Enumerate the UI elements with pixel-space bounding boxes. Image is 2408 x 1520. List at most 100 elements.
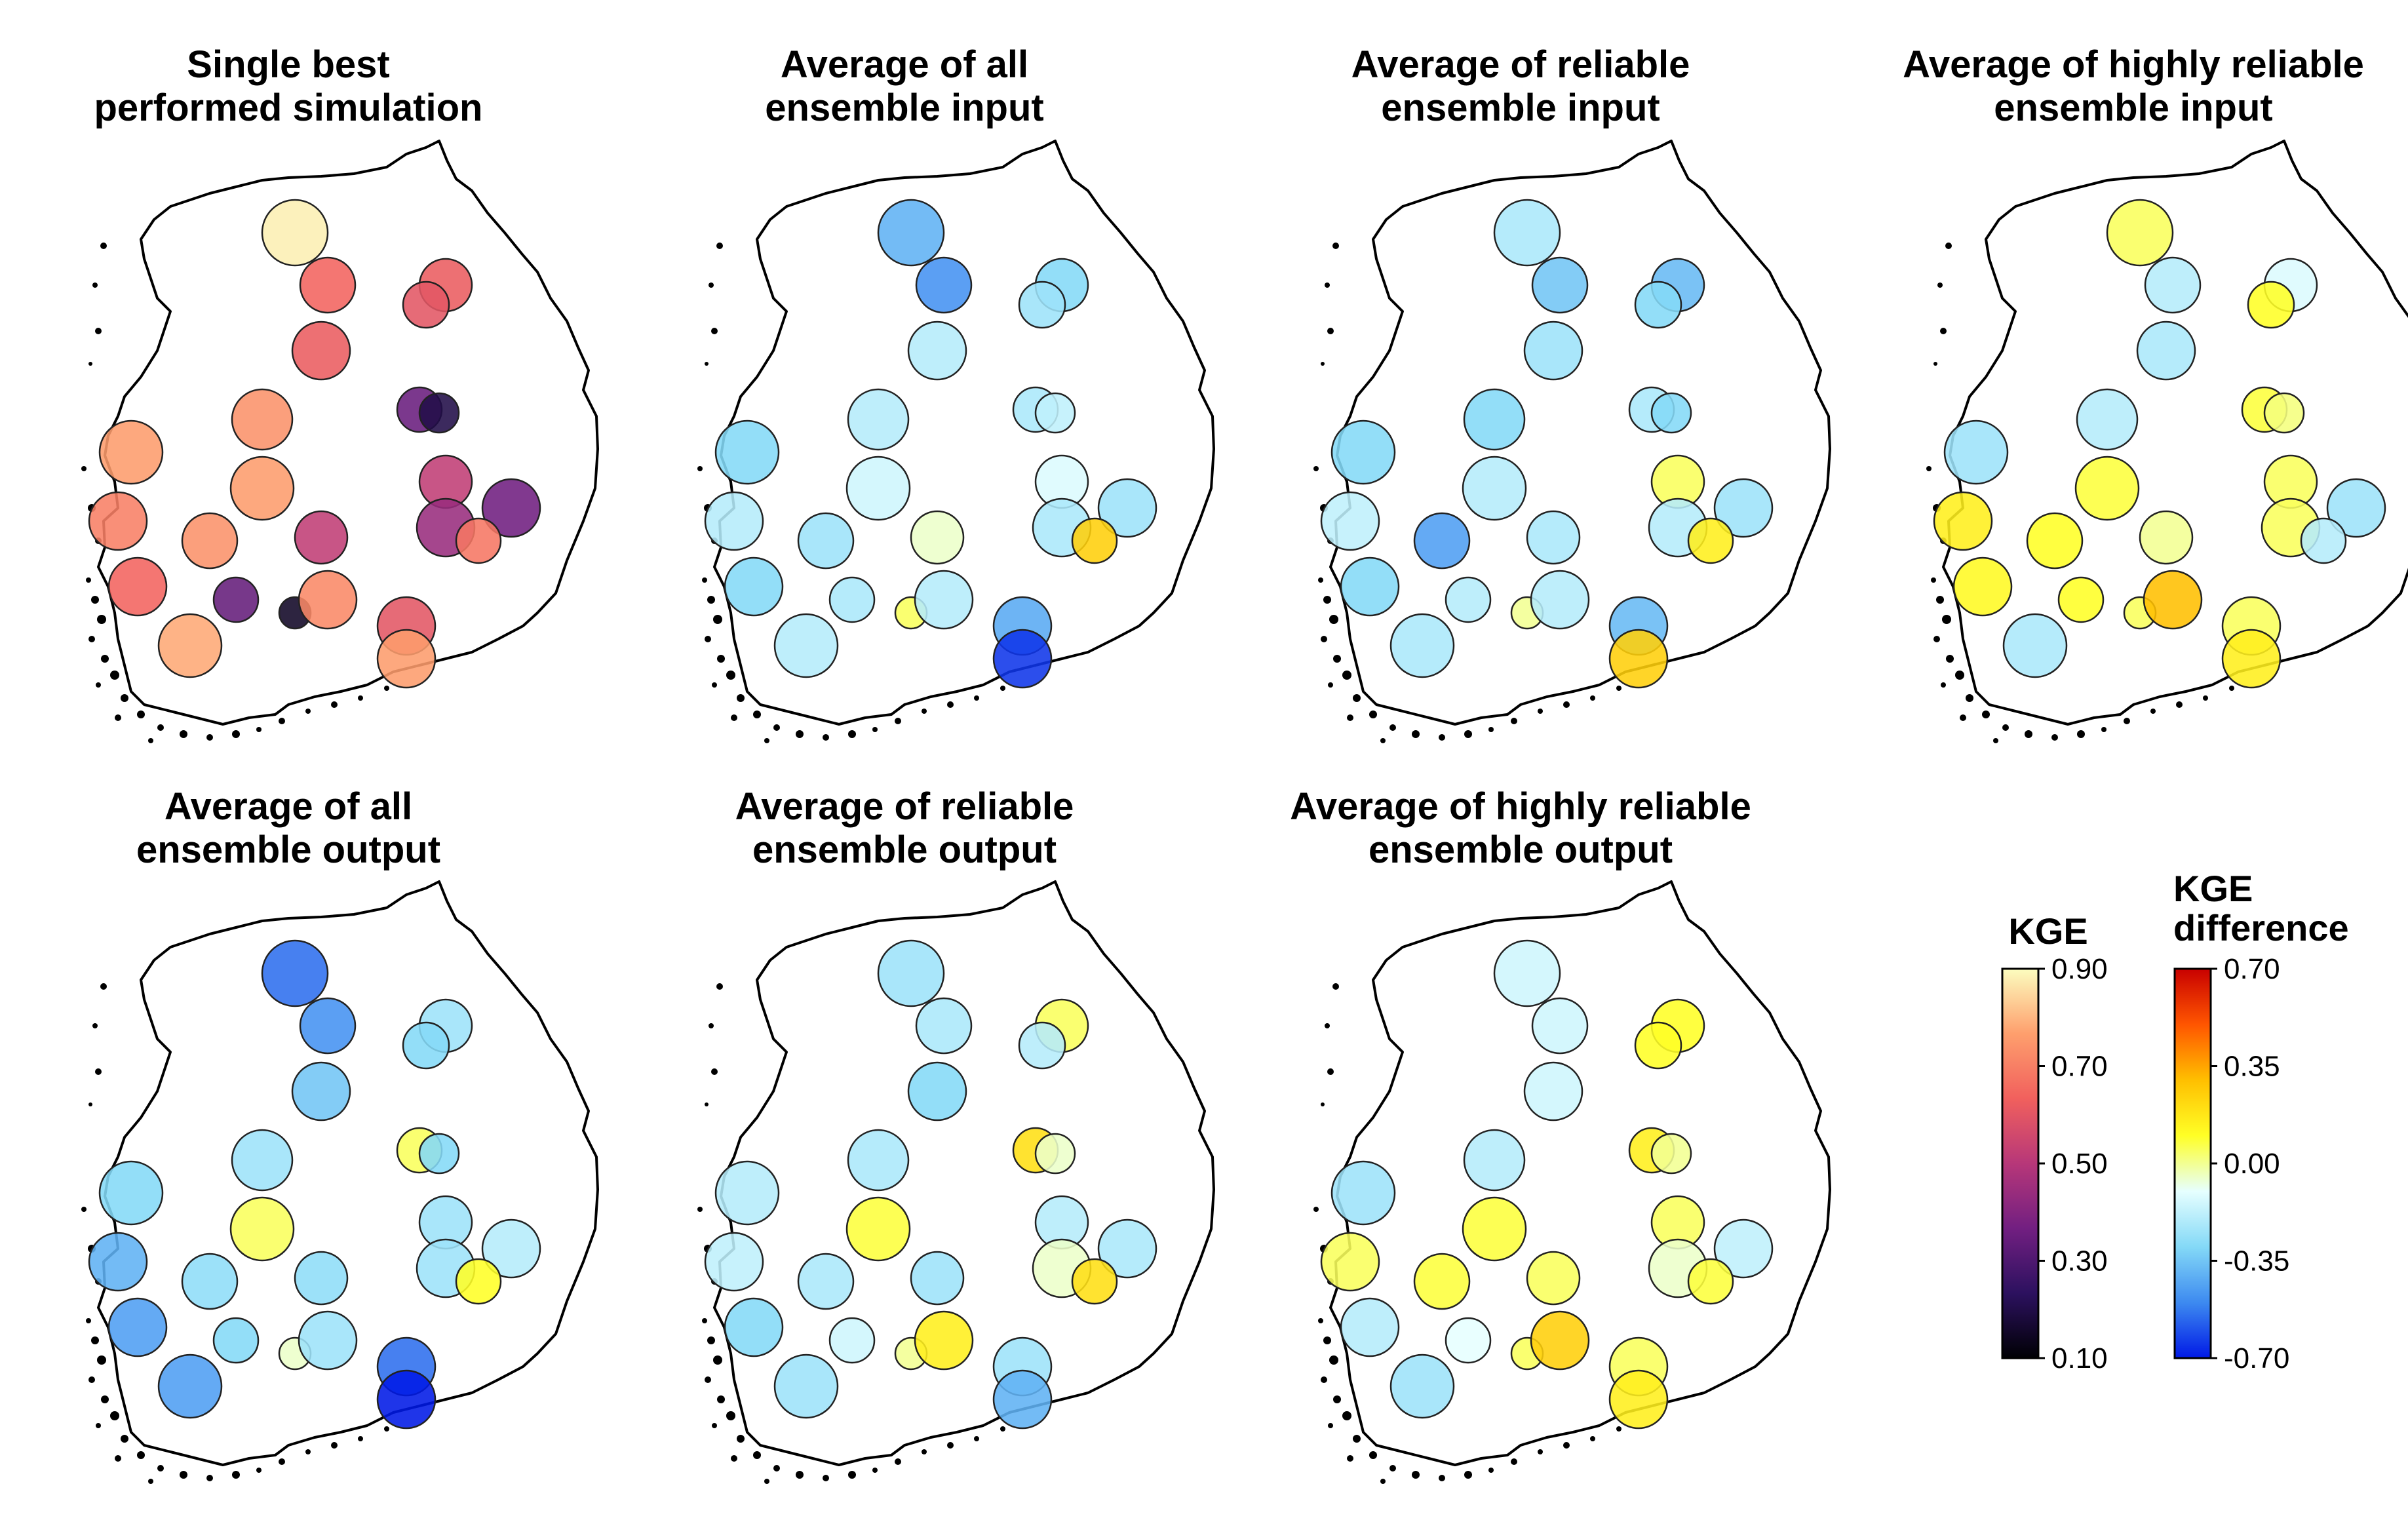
colorbar-tick-label: 0.00: [2224, 1148, 2280, 1180]
station-circle: [714, 419, 780, 485]
station-circle: [418, 1133, 460, 1175]
station-circle: [847, 388, 910, 451]
colorbar-gradient: [2175, 969, 2211, 1358]
station-circle: [907, 321, 967, 381]
station-circle: [1523, 321, 1583, 381]
station-circle: [298, 570, 358, 630]
panel-title-line: Average of reliable: [735, 785, 1074, 828]
panel-title-line: Average of highly reliable: [1903, 43, 2364, 86]
station-circle: [1493, 199, 1561, 267]
panel-title-line: Average of reliable: [1351, 43, 1690, 86]
station-circle: [181, 1253, 239, 1310]
station-circle: [992, 629, 1053, 689]
station-circle: [1531, 997, 1589, 1055]
station-circle: [847, 1129, 910, 1192]
legend-title-line: difference: [2173, 907, 2349, 948]
korea-map: [1313, 880, 1831, 1484]
korea-map: [81, 140, 599, 743]
station-circle: [1018, 281, 1066, 329]
station-circle: [481, 478, 541, 538]
station-circle: [291, 1061, 351, 1121]
station-circle: [2263, 392, 2305, 434]
station-circle: [828, 1317, 876, 1364]
station-circle: [1531, 256, 1589, 314]
station-circle: [1413, 1253, 1471, 1310]
station-circle: [907, 1061, 967, 1121]
station-circle: [724, 556, 784, 617]
station-circle: [1933, 491, 1993, 551]
station-circle: [1526, 510, 1581, 565]
station-circle: [294, 1251, 349, 1306]
station-circle: [915, 997, 973, 1055]
station-circle: [2143, 570, 2203, 630]
station-circle: [294, 510, 349, 565]
station-circle: [1713, 1218, 1774, 1279]
station-circle: [1389, 1354, 1455, 1419]
station-circle: [1034, 1133, 1076, 1175]
station-circle: [261, 199, 329, 267]
station-circle: [2326, 478, 2386, 538]
station-circle: [1530, 1310, 1590, 1371]
station-circle: [402, 1021, 450, 1070]
station-circle: [704, 491, 764, 551]
panel-title-line: ensemble output: [136, 828, 440, 871]
station-circle: [910, 510, 965, 565]
station-circle: [773, 613, 839, 678]
station-circle: [2026, 512, 2084, 570]
station-circle: [88, 491, 148, 551]
station-circle: [1445, 1317, 1492, 1364]
station-circle: [418, 392, 460, 434]
colorbar-tick-label: 0.50: [2051, 1148, 2108, 1180]
station-circle: [1463, 1129, 1526, 1192]
station-circle: [845, 456, 911, 521]
station-circle: [797, 1253, 855, 1310]
station-circle: [231, 1129, 294, 1192]
station-circle: [402, 281, 450, 329]
station-circle: [1071, 517, 1118, 564]
station-circle: [1530, 570, 1590, 630]
station-circle: [1687, 517, 1734, 564]
korea-map: [697, 140, 1215, 743]
station-circle: [2076, 388, 2139, 451]
station-circle: [1493, 939, 1561, 1007]
station-circle: [1943, 419, 2009, 485]
station-circle: [376, 629, 437, 689]
station-circle: [229, 1196, 295, 1262]
station-circle: [1634, 1021, 1682, 1070]
station-circle: [1952, 556, 2013, 617]
station-circle: [1445, 576, 1492, 623]
colorbar-tick-label: 0.90: [2051, 953, 2108, 985]
legends-layer: KGE0.900.700.500.300.10KGEdifference0.70…: [2001, 868, 2349, 1374]
station-circle: [704, 1232, 764, 1292]
station-circle: [1462, 456, 1527, 521]
station-circle: [915, 256, 973, 314]
panel-title-line: ensemble input: [765, 87, 1043, 129]
korea-map: [1926, 140, 2408, 743]
station-circle: [455, 517, 502, 564]
station-circle: [2106, 199, 2174, 267]
station-circle: [376, 1369, 437, 1430]
station-circle: [714, 1160, 780, 1226]
panel-title-line: Single best: [187, 43, 389, 86]
station-circle: [88, 1232, 148, 1292]
station-circle: [1340, 556, 1400, 617]
station-circle: [1330, 419, 1396, 485]
station-circle: [914, 1310, 974, 1371]
station-circle: [724, 1297, 784, 1357]
station-circle: [231, 388, 294, 451]
station-circle: [1608, 629, 1669, 689]
colorbar-tick-label: 0.30: [2051, 1245, 2108, 1277]
station-circle: [1687, 1258, 1734, 1305]
korea-map: [1313, 140, 1831, 743]
station-circle: [98, 419, 164, 485]
station-circle: [1650, 1133, 1692, 1175]
station-circle: [1713, 478, 1774, 538]
station-circle: [1018, 1021, 1066, 1070]
